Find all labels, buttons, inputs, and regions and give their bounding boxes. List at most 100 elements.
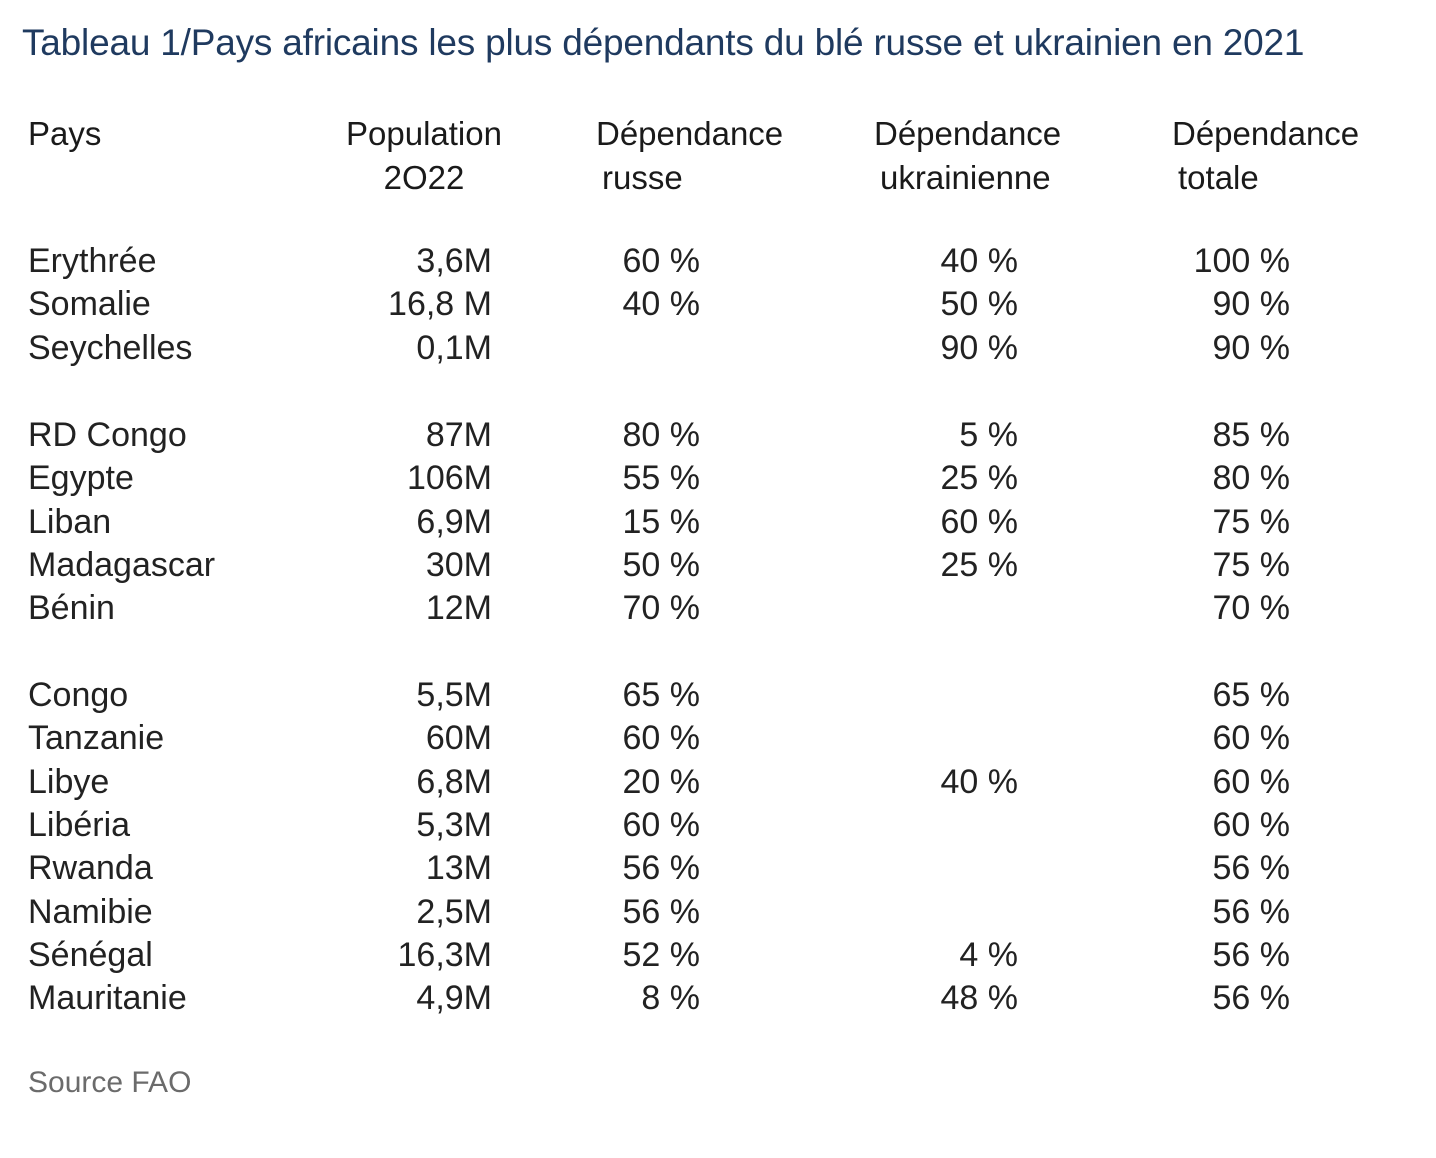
country-cell: Erythrée (28, 242, 157, 280)
dependance-totale-cell: 85 % (1212, 416, 1291, 454)
country-cell: RD Congo (28, 416, 187, 454)
dependance-ukrainienne-cell: 40 % (940, 763, 1019, 801)
header-pays-line-1: Pays (28, 115, 102, 152)
table-row: Mauritanie 4,9M 8 % 48 % 56 % (0, 977, 1436, 1020)
country-cell: Madagascar (28, 546, 216, 584)
dependance-ukrainienne-cell: 25 % (940, 459, 1019, 497)
population-cell: 16,3M (397, 936, 493, 974)
population-cell: 3,6M (416, 242, 492, 280)
dependance-totale-cell: 60 % (1212, 719, 1291, 757)
population-cell: 12M (425, 589, 492, 627)
dependance-russe-cell: 60 % (622, 719, 701, 757)
dependance-ukrainienne-cell: 40 % (940, 242, 1019, 280)
header-population: Population 2O22 (346, 112, 502, 200)
dependance-russe-cell: 15 % (622, 503, 701, 541)
population-cell: 0,1M (416, 329, 492, 367)
dependance-russe-cell: 52 % (622, 936, 701, 974)
dependance-russe-cell: 60 % (622, 806, 701, 844)
dependance-totale-cell: 56 % (1212, 979, 1291, 1017)
dependance-totale-cell: 100 % (1193, 242, 1290, 280)
country-cell: Rwanda (28, 849, 153, 887)
dependance-russe-cell: 65 % (622, 676, 701, 714)
dependance-ukrainienne-cell: 50 % (940, 285, 1019, 323)
population-cell: 5,3M (416, 806, 492, 844)
population-cell: 4,9M (416, 979, 492, 1017)
table-title: Tableau 1/Pays africains les plus dépend… (22, 22, 1305, 63)
header-dependance-totale-line-1: Dépendance (1172, 115, 1360, 152)
dependance-totale-cell: 60 % (1212, 806, 1291, 844)
population-cell: 13M (425, 849, 492, 887)
dependance-totale-cell: 56 % (1212, 849, 1291, 887)
country-cell: Mauritanie (28, 979, 187, 1017)
header-dependance-russe-line-1: Dépendance (596, 115, 784, 152)
dependance-totale-cell: 60 % (1212, 763, 1291, 801)
population-cell: 30M (425, 546, 492, 584)
country-cell: Congo (28, 676, 129, 714)
table-row: RD Congo 87M 80 % 5 % 85 % (0, 414, 1436, 457)
header-dependance-totale-line-2: totale (1178, 159, 1259, 196)
population-cell: 16,8 M (388, 285, 492, 323)
source-note: Source FAO (28, 1066, 192, 1099)
table-row: Congo 5,5M 65 % 65 % (0, 674, 1436, 717)
table-row: Somalie 16,8 M 40 % 50 % 90 % (0, 283, 1436, 326)
header-dependance-ukrainienne: Dépendance ukrainienne (874, 112, 1061, 200)
table-row: Bénin 12M 70 % 70 % (0, 587, 1436, 630)
dependance-russe-cell: 80 % (622, 416, 701, 454)
dependance-russe-cell: 20 % (622, 763, 701, 801)
dependance-russe-cell: 70 % (622, 589, 701, 627)
dependance-ukrainienne-cell: 48 % (940, 979, 1019, 1017)
population-cell: 5,5M (416, 676, 492, 714)
header-dependance-ukrainienne-line-2: ukrainienne (880, 159, 1051, 196)
table-row: Rwanda 13M 56 % 56 % (0, 847, 1436, 890)
dependance-totale-cell: 80 % (1212, 459, 1291, 497)
population-cell: 6,9M (416, 503, 492, 541)
table-row: Libye 6,8M 20 % 40 % 60 % (0, 761, 1436, 804)
population-cell: 2,5M (416, 893, 492, 931)
country-cell: Bénin (28, 589, 115, 627)
dependance-russe-cell: 50 % (622, 546, 701, 584)
country-cell: Namibie (28, 893, 153, 931)
population-cell: 106M (406, 459, 492, 497)
header-population-line-1: Population (346, 115, 502, 152)
header-population-line-2: 2O22 (383, 159, 465, 196)
header-dependance-totale: Dépendance totale (1172, 112, 1359, 200)
dependance-totale-cell: 75 % (1212, 503, 1291, 541)
table-row: Liban 6,9M 15 % 60 % 75 % (0, 501, 1436, 544)
country-cell: Libye (28, 763, 110, 801)
table-row: Seychelles 0,1M 90 % 90 % (0, 327, 1436, 370)
dependance-russe-cell: 55 % (622, 459, 701, 497)
dependance-totale-cell: 56 % (1212, 893, 1291, 931)
country-cell: Libéria (28, 806, 131, 844)
dependance-russe-cell: 40 % (622, 285, 701, 323)
dependance-ukrainienne-cell: 4 % (959, 936, 1018, 974)
header-pays: Pays (28, 112, 101, 156)
dependance-ukrainienne-cell: 90 % (940, 329, 1019, 367)
population-cell: 60M (425, 719, 492, 757)
country-cell: Liban (28, 503, 112, 541)
dependance-russe-cell: 56 % (622, 893, 701, 931)
dependance-totale-cell: 90 % (1212, 285, 1291, 323)
table-row: Erythrée 3,6M 60 % 40 % 100 % (0, 240, 1436, 283)
country-cell: Seychelles (28, 329, 193, 367)
dependance-totale-cell: 70 % (1212, 589, 1291, 627)
header-dependance-russe: Dépendance russe (596, 112, 783, 200)
population-cell: 6,8M (416, 763, 492, 801)
dependance-ukrainienne-cell: 25 % (940, 546, 1019, 584)
header-dependance-russe-line-2: russe (602, 159, 683, 196)
dependance-totale-cell: 65 % (1212, 676, 1291, 714)
dependance-totale-cell: 75 % (1212, 546, 1291, 584)
population-cell: 87M (425, 416, 492, 454)
dependance-ukrainienne-cell: 5 % (959, 416, 1018, 454)
country-cell: Tanzanie (28, 719, 165, 757)
table-row: Egypte 106M 55 % 25 % 80 % (0, 457, 1436, 500)
dependance-totale-cell: 90 % (1212, 329, 1291, 367)
country-cell: Egypte (28, 459, 134, 497)
dependance-russe-cell: 56 % (622, 849, 701, 887)
country-cell: Somalie (28, 285, 151, 323)
table-row: Namibie 2,5M 56 % 56 % (0, 891, 1436, 934)
country-cell: Sénégal (28, 936, 153, 974)
dependance-totale-cell: 56 % (1212, 936, 1291, 974)
table-row: Madagascar 30M 50 % 25 % 75 % (0, 544, 1436, 587)
dependance-russe-cell: 8 % (641, 979, 700, 1017)
table-row: Sénégal 16,3M 52 % 4 % 56 % (0, 934, 1436, 977)
